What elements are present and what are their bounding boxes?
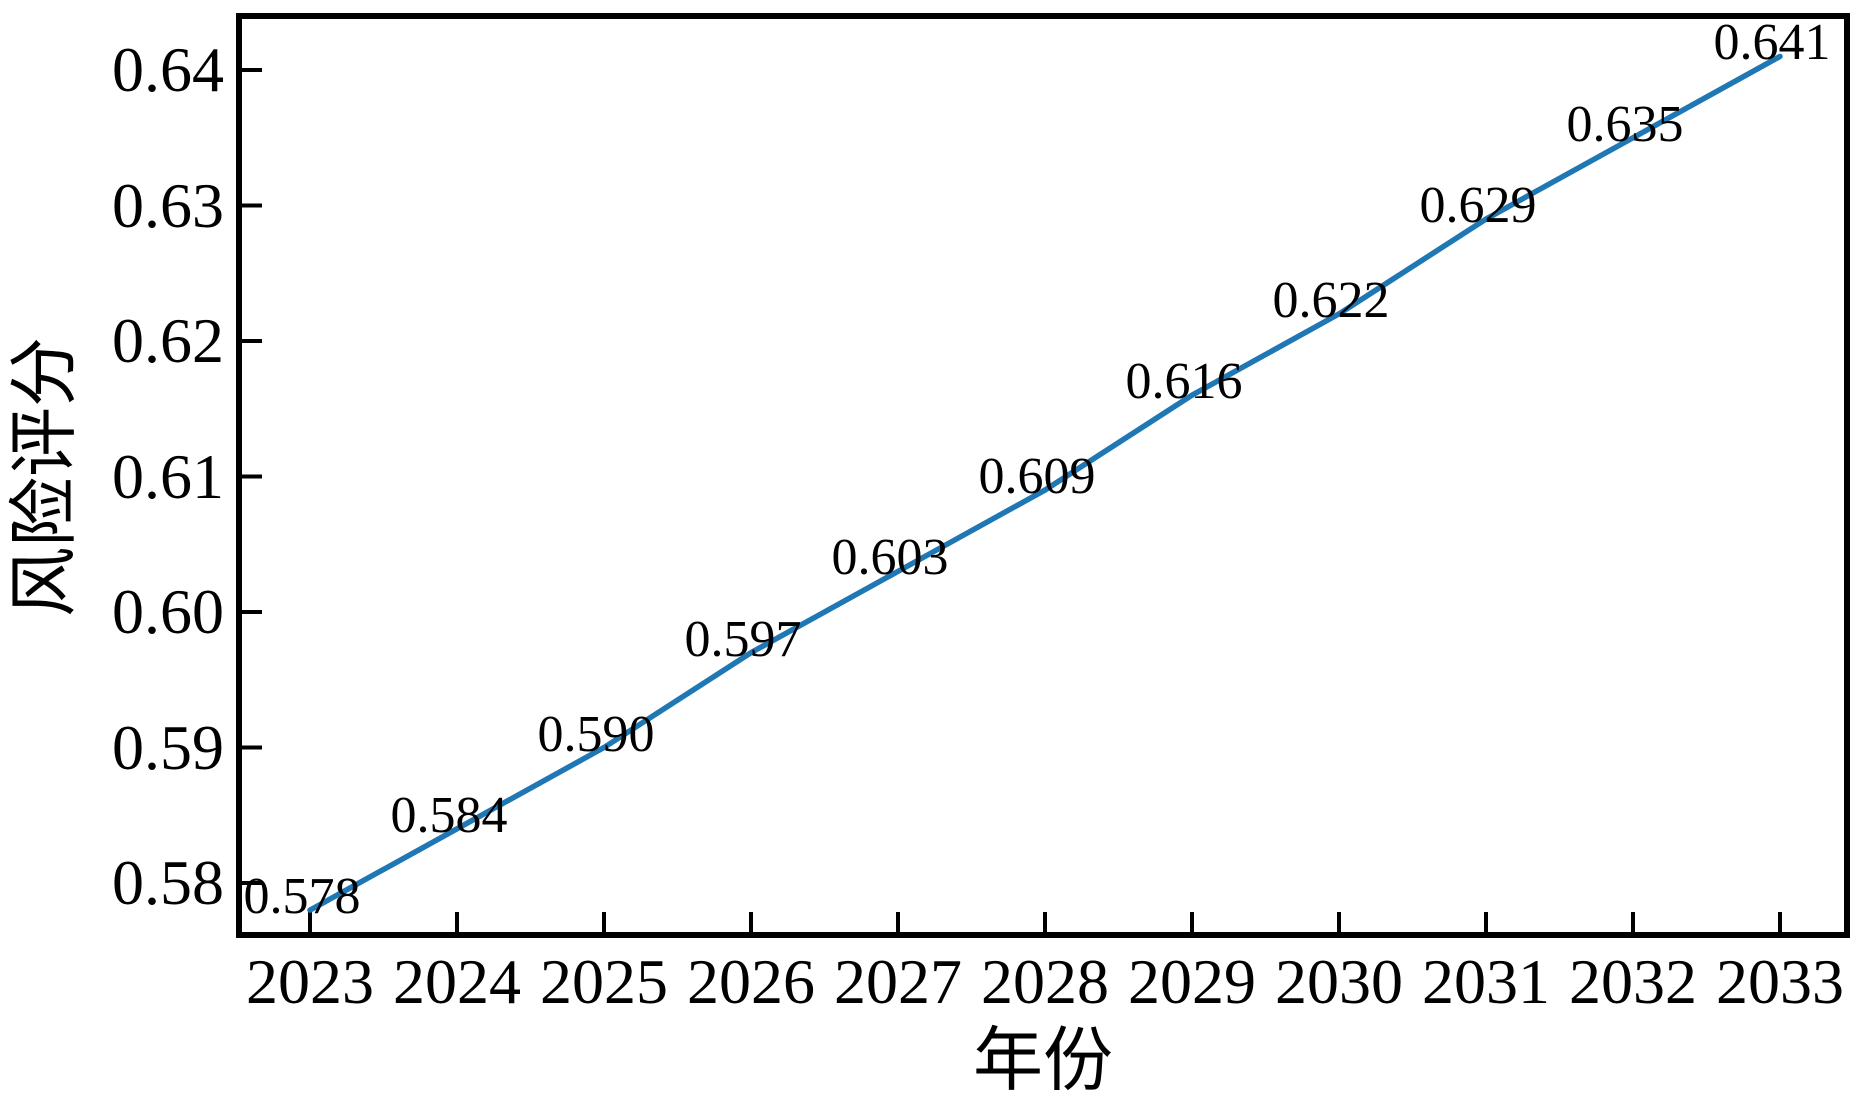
left-spine [236, 13, 242, 938]
data-point-label: 0.622 [1272, 271, 1390, 329]
right-spine [1844, 13, 1850, 938]
x-tick-label: 2027 [834, 946, 962, 1017]
y-axis-title: 风险评分 [7, 337, 84, 617]
x-axis-tick [1631, 912, 1635, 932]
y-axis-tick [242, 474, 262, 479]
y-axis-tick [242, 339, 262, 343]
data-point-label: 0.597 [684, 610, 802, 668]
data-point-label: 0.641 [1713, 14, 1831, 72]
x-axis-tick [308, 912, 312, 932]
x-axis-tick [749, 912, 753, 932]
x-axis-tick [455, 912, 459, 932]
x-tick-label: 2033 [1716, 946, 1844, 1017]
data-point-label: 0.578 [243, 868, 361, 926]
data-point-label: 0.616 [1125, 353, 1243, 411]
x-tick-label: 2030 [1275, 946, 1403, 1017]
data-point-label: 0.590 [537, 705, 655, 763]
x-axis-tick [1043, 912, 1047, 932]
x-tick-label: 2023 [246, 946, 374, 1017]
y-axis-tick [242, 68, 262, 72]
x-axis-tick [602, 912, 606, 932]
y-axis-tick [242, 745, 262, 750]
y-tick-label: 0.63 [112, 169, 224, 241]
x-tick-label: 2026 [687, 946, 815, 1017]
y-tick-label: 0.58 [112, 847, 224, 918]
x-tick-label: 2032 [1569, 946, 1697, 1017]
x-axis-tick [1778, 912, 1782, 932]
x-axis-tick [896, 912, 900, 932]
x-tick-label: 2024 [393, 946, 521, 1017]
y-tick-label: 0.62 [112, 305, 224, 376]
x-tick-label: 2029 [1128, 946, 1256, 1017]
data-point-label: 0.603 [831, 529, 949, 587]
trend-line [307, 53, 1783, 913]
y-tick-label: 0.64 [112, 34, 224, 105]
x-axis-tick [1337, 912, 1341, 932]
bottom-spine [236, 932, 1850, 938]
y-tick-label: 0.61 [112, 440, 224, 512]
x-axis-title: 年份 [973, 1023, 1113, 1100]
y-axis-tick [242, 203, 262, 208]
y-axis-tick [242, 881, 262, 885]
y-tick-label: 0.60 [112, 576, 224, 647]
x-axis-tick [1190, 912, 1194, 932]
data-point-label: 0.609 [978, 448, 1096, 506]
data-point-label: 0.635 [1566, 95, 1684, 153]
x-tick-label: 2031 [1422, 946, 1550, 1017]
x-axis-tick [1484, 912, 1488, 932]
data-point-label: 0.629 [1419, 177, 1537, 235]
x-tick-label: 2025 [540, 946, 668, 1017]
data-point-label: 0.584 [390, 786, 508, 844]
y-tick-label: 0.59 [112, 711, 224, 783]
x-tick-label: 2028 [981, 946, 1109, 1017]
y-axis-tick [242, 610, 262, 614]
top-spine [236, 13, 1850, 19]
